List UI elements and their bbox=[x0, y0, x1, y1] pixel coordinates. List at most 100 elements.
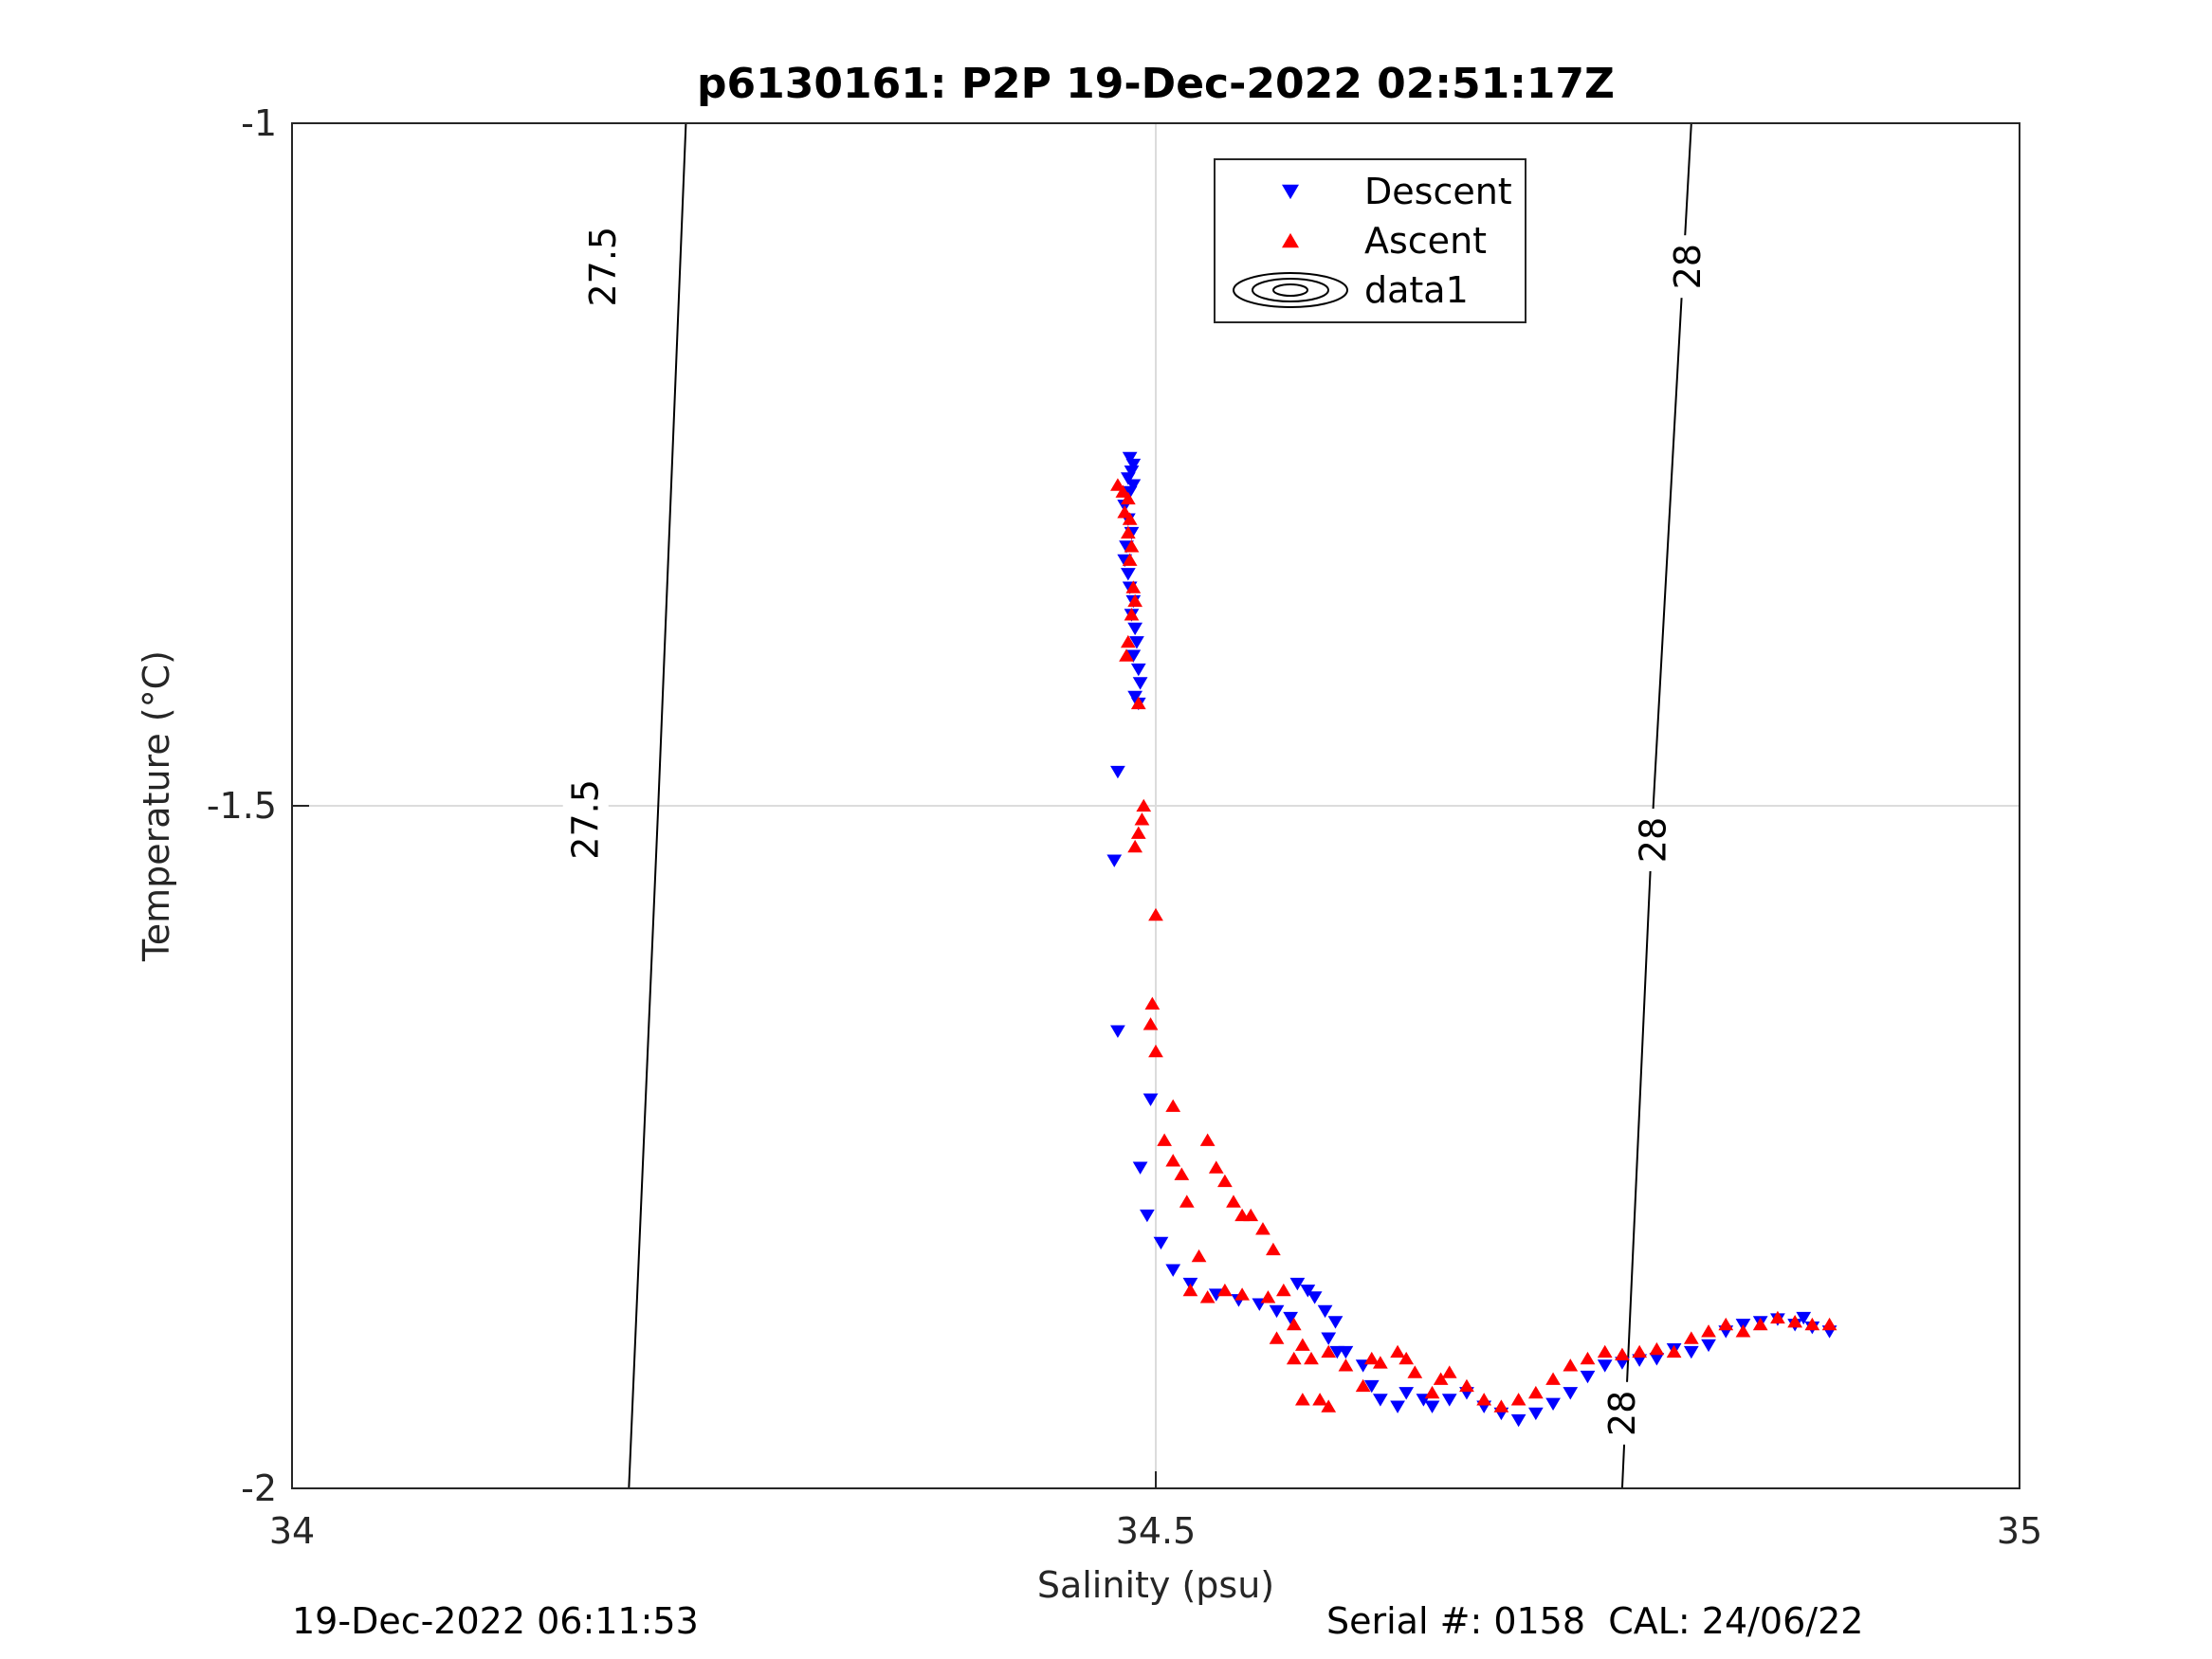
ascent-point bbox=[1390, 1344, 1405, 1358]
ascent-point bbox=[1632, 1344, 1648, 1358]
ascent-point bbox=[1115, 484, 1131, 498]
ascent-point bbox=[1120, 634, 1136, 648]
ascent-point bbox=[1476, 1393, 1492, 1406]
descent-point bbox=[1329, 1345, 1345, 1359]
contour-label: 28 bbox=[1601, 1391, 1643, 1436]
ascent-point bbox=[1683, 1331, 1699, 1344]
ascent-point bbox=[1148, 907, 1163, 921]
ascent-point bbox=[1338, 1358, 1354, 1372]
descent-point bbox=[1683, 1345, 1699, 1359]
ascent-point bbox=[1120, 525, 1136, 539]
descent-point bbox=[1110, 1025, 1125, 1038]
ascent-point bbox=[1563, 1358, 1579, 1372]
ascent-point bbox=[1294, 1393, 1310, 1406]
ascent-point bbox=[1770, 1310, 1785, 1324]
ascent-point bbox=[1124, 539, 1140, 553]
contour-label: 28 bbox=[1633, 817, 1674, 863]
ascent-point bbox=[1701, 1324, 1716, 1338]
ascent-point bbox=[1294, 1338, 1310, 1351]
ascent-point bbox=[1243, 1208, 1259, 1222]
ascent-point bbox=[1545, 1372, 1561, 1385]
y-tick-label: -1 bbox=[241, 102, 277, 144]
ascent-point bbox=[1110, 478, 1125, 491]
ascent-point bbox=[1125, 580, 1142, 593]
ascent-point bbox=[1127, 839, 1143, 853]
ascent-point bbox=[1312, 1393, 1327, 1406]
descent-point bbox=[1796, 1311, 1812, 1325]
descent-point bbox=[1390, 1400, 1405, 1413]
descent-point bbox=[1372, 1394, 1388, 1407]
ascent-point bbox=[1165, 1154, 1181, 1167]
ascent-point bbox=[1134, 812, 1150, 826]
ascent-point bbox=[1363, 1351, 1380, 1365]
density-contour-line bbox=[628, 122, 687, 1489]
ascent-point bbox=[1119, 648, 1134, 662]
ascent-point bbox=[1144, 996, 1161, 1010]
descent-point bbox=[1580, 1370, 1596, 1384]
y-tick-label: -1.5 bbox=[207, 785, 277, 827]
ascent-point bbox=[1255, 1222, 1271, 1235]
legend-label: Ascent bbox=[1364, 220, 1487, 262]
ascent-point bbox=[1174, 1167, 1190, 1180]
ascent-point bbox=[1407, 1365, 1423, 1378]
ascent-point bbox=[1124, 608, 1140, 621]
descent-point bbox=[1129, 636, 1144, 649]
contour-label: 28 bbox=[1667, 244, 1709, 289]
ascent-point bbox=[1615, 1347, 1630, 1360]
ascent-point bbox=[1718, 1317, 1734, 1331]
legend-label: Descent bbox=[1364, 171, 1512, 212]
descent-point bbox=[1424, 1400, 1440, 1413]
ascent-point bbox=[1821, 1317, 1837, 1331]
ascent-point bbox=[1217, 1283, 1233, 1297]
descent-point bbox=[1125, 479, 1142, 492]
descent-point bbox=[1545, 1397, 1561, 1412]
ascent-point bbox=[1735, 1324, 1751, 1338]
ascent-point bbox=[1459, 1378, 1474, 1393]
descent-point bbox=[1321, 1332, 1337, 1345]
ascent-point bbox=[1157, 1133, 1172, 1146]
ascent-point bbox=[1234, 1287, 1250, 1301]
ascent-point bbox=[1266, 1242, 1281, 1256]
descent-point bbox=[1165, 1264, 1181, 1277]
ascent-point bbox=[1441, 1365, 1457, 1378]
x-tick-label: 34 bbox=[269, 1510, 315, 1552]
legend: Descent Ascent data1 bbox=[1214, 158, 1526, 323]
ascent-point bbox=[1226, 1194, 1241, 1208]
ascent-point bbox=[1182, 1283, 1198, 1297]
descent-point bbox=[1122, 451, 1138, 465]
ascent-point bbox=[1286, 1317, 1302, 1331]
descent-point bbox=[1130, 663, 1146, 677]
legend-contour-icon bbox=[1233, 272, 1348, 308]
ascent-point bbox=[1424, 1385, 1440, 1399]
descent-point bbox=[1597, 1359, 1613, 1373]
ascent-point bbox=[1179, 1194, 1195, 1208]
ascent-point bbox=[1787, 1315, 1803, 1328]
descent-point bbox=[1649, 1353, 1665, 1366]
descent-point bbox=[1153, 1236, 1169, 1250]
ascent-point bbox=[1321, 1399, 1337, 1413]
ascent-point bbox=[1130, 696, 1146, 710]
descent-point bbox=[1363, 1379, 1380, 1394]
ascent-point bbox=[1355, 1378, 1371, 1393]
descent-point bbox=[1510, 1413, 1526, 1428]
descent-point bbox=[1317, 1304, 1333, 1319]
descent-point bbox=[1300, 1285, 1316, 1298]
ascent-point bbox=[1120, 491, 1136, 505]
descent-point bbox=[1106, 854, 1123, 867]
footer-serial-cal: Serial #: 0158 CAL: 24/06/22 bbox=[1326, 1600, 1864, 1642]
ascent-point bbox=[1510, 1393, 1526, 1406]
ascent-point bbox=[1143, 1017, 1159, 1030]
contour-label: 27.5 bbox=[565, 779, 607, 860]
descent-point bbox=[1398, 1387, 1415, 1400]
ascent-point bbox=[1804, 1317, 1820, 1331]
ascent-point bbox=[1286, 1351, 1302, 1365]
ascent-point bbox=[1117, 505, 1133, 519]
ascent-point bbox=[1752, 1317, 1768, 1331]
descent-point bbox=[1127, 622, 1143, 636]
ascent-point bbox=[1122, 512, 1138, 525]
x-tick-label: 35 bbox=[1997, 1510, 2042, 1552]
descent-point bbox=[1527, 1407, 1544, 1421]
descent-point bbox=[1120, 472, 1136, 485]
legend-ascent-marker bbox=[1282, 232, 1299, 248]
